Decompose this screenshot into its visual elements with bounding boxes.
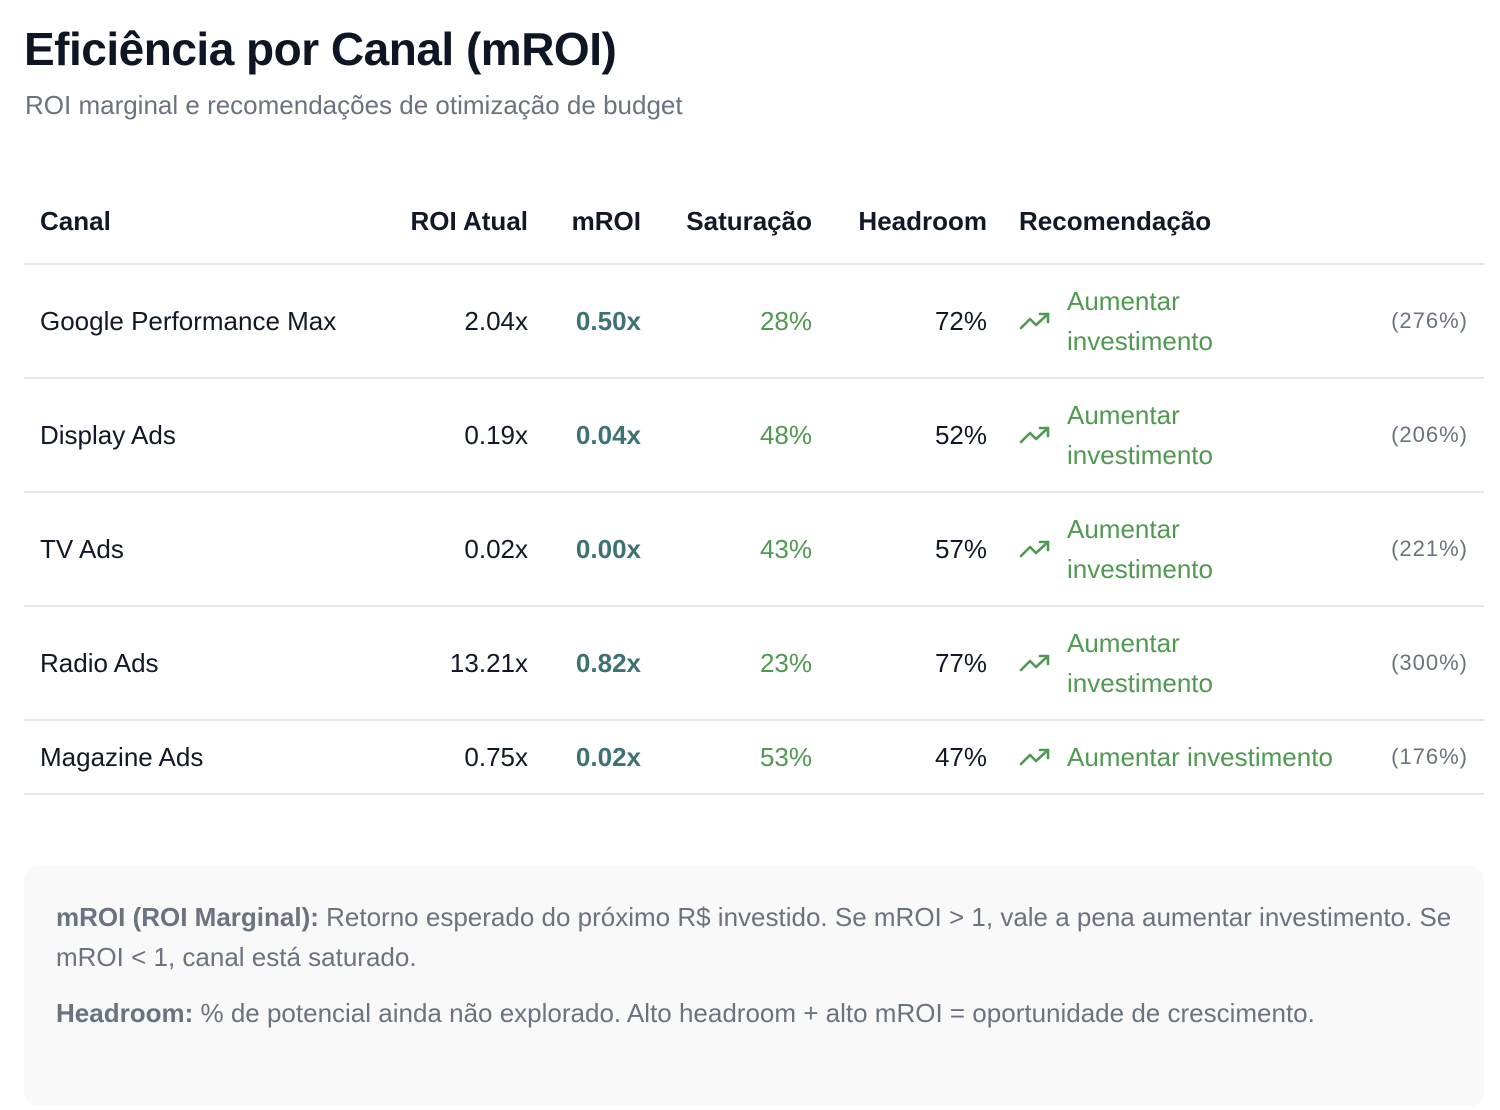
recommendation-cell: Aumentar investimento (221%) xyxy=(1003,492,1484,607)
recommendation-cell: Aumentar investimento (276%) xyxy=(1003,264,1484,379)
headroom-value: 57% xyxy=(828,492,1003,607)
table-row: TV Ads 0.02x 0.00x 43% 57% Aumentar inve… xyxy=(24,492,1484,607)
channel-name: TV Ads xyxy=(24,492,354,607)
roi-atual-value: 2.04x xyxy=(354,264,544,379)
column-header-roi-atual[interactable]: ROI Atual xyxy=(354,178,544,265)
trending-up-icon xyxy=(1019,748,1050,766)
headroom-value: 47% xyxy=(828,720,1003,795)
recommendation-text: Aumentar investimento xyxy=(1067,286,1213,356)
table-row: Display Ads 0.19x 0.04x 48% 52% Aumentar… xyxy=(24,378,1484,493)
headroom-value: 52% xyxy=(828,378,1003,493)
recommendation-cell: Aumentar investimento (176%) xyxy=(1003,720,1484,795)
table-row: Google Performance Max 2.04x 0.50x 28% 7… xyxy=(24,264,1484,379)
saturation-value: 53% xyxy=(657,720,828,795)
column-header-saturacao[interactable]: Saturação xyxy=(657,178,828,265)
roi-atual-value: 0.19x xyxy=(354,378,544,493)
column-header-headroom[interactable]: Headroom xyxy=(828,178,1003,265)
table-body: Google Performance Max 2.04x 0.50x 28% 7… xyxy=(24,264,1484,795)
channel-name: Google Performance Max xyxy=(24,264,354,379)
trending-up-icon xyxy=(1019,654,1050,672)
headroom-description: % de potencial ainda não explorado. Alto… xyxy=(200,998,1315,1028)
trending-up-icon xyxy=(1019,312,1050,330)
column-header-mroi[interactable]: mROI xyxy=(544,178,657,265)
channel-efficiency-table: Canal ROI Atual mROI Saturação Headroom … xyxy=(24,178,1484,795)
recommendation-cell: Aumentar investimento (300%) xyxy=(1003,606,1484,721)
page-subtitle: ROI marginal e recomendações de otimizaç… xyxy=(25,90,683,120)
recommendation-cell: Aumentar investimento (206%) xyxy=(1003,378,1484,493)
mroi-value: 0.50x xyxy=(544,264,657,379)
recommendation-text: Aumentar investimento xyxy=(1067,742,1333,772)
recommendation-percent: (221%) xyxy=(1391,536,1468,561)
roi-atual-value: 0.02x xyxy=(354,492,544,607)
headroom-value: 77% xyxy=(828,606,1003,721)
headroom-term: Headroom: xyxy=(56,998,194,1028)
headroom-definition: Headroom: % de potencial ainda não explo… xyxy=(56,993,1452,1033)
recommendation-percent: (300%) xyxy=(1391,650,1468,675)
recommendation-text: Aumentar investimento xyxy=(1067,628,1213,698)
table-header: Canal ROI Atual mROI Saturação Headroom … xyxy=(24,178,1484,265)
mroi-description: Retorno esperado do próximo R$ investido… xyxy=(56,902,1452,972)
channel-name: Display Ads xyxy=(24,378,354,493)
mroi-definition: mROI (ROI Marginal): Retorno esperado do… xyxy=(56,897,1452,977)
headroom-value: 72% xyxy=(828,264,1003,379)
recommendation-percent: (206%) xyxy=(1391,422,1468,447)
recommendation-percent: (276%) xyxy=(1391,308,1468,333)
recommendation-text: Aumentar investimento xyxy=(1067,400,1213,470)
saturation-value: 48% xyxy=(657,378,828,493)
saturation-value: 28% xyxy=(657,264,828,379)
page-title: Eficiência por Canal (mROI) xyxy=(24,23,617,75)
mroi-value: 0.02x xyxy=(544,720,657,795)
mroi-value: 0.00x xyxy=(544,492,657,607)
saturation-value: 23% xyxy=(657,606,828,721)
column-header-canal[interactable]: Canal xyxy=(24,178,354,265)
table-row: Radio Ads 13.21x 0.82x 23% 77% Aumentar … xyxy=(24,606,1484,721)
column-header-recomendacao[interactable]: Recomendação xyxy=(1003,178,1484,265)
table-row: Magazine Ads 0.75x 0.02x 53% 47% Aumenta… xyxy=(24,720,1484,795)
channel-name: Magazine Ads xyxy=(24,720,354,795)
channel-name: Radio Ads xyxy=(24,606,354,721)
recommendation-text: Aumentar investimento xyxy=(1067,514,1213,584)
info-box: mROI (ROI Marginal): Retorno esperado do… xyxy=(24,866,1484,1106)
roi-atual-value: 0.75x xyxy=(354,720,544,795)
table-header-row: Canal ROI Atual mROI Saturação Headroom … xyxy=(24,178,1484,265)
trending-up-icon xyxy=(1019,540,1050,558)
trending-up-icon xyxy=(1019,426,1050,444)
mroi-value: 0.04x xyxy=(544,378,657,493)
roi-atual-value: 13.21x xyxy=(354,606,544,721)
recommendation-percent: (176%) xyxy=(1391,744,1468,769)
mroi-term: mROI (ROI Marginal): xyxy=(56,902,319,932)
saturation-value: 43% xyxy=(657,492,828,607)
mroi-value: 0.82x xyxy=(544,606,657,721)
